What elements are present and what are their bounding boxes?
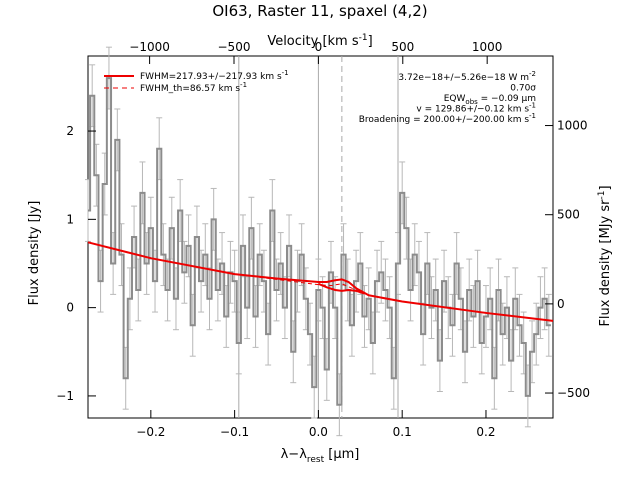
right-axis-label: Flux density [MJy sr-1] — [597, 185, 613, 326]
annotation-line: 0.70σ — [510, 84, 536, 94]
x-tick-label: −0.1 — [220, 425, 249, 439]
y-tick-label: 2 — [66, 124, 74, 138]
y-tick-label: 1 — [66, 212, 74, 226]
right-tick-label: 500 — [557, 208, 580, 222]
annotation-line: 3.72e−18+/−5.26e−18 W m-2 — [398, 70, 536, 83]
fit-lines — [87, 241, 554, 322]
annotation-line: EQWobs = −0.09 μm — [444, 94, 536, 106]
axes-ticks: −0.2 −0.1 0.0 0.1 0.2 −1 0 1 2 −1000 −500 0 500 1000 −… — [56, 40, 590, 439]
legend: FWHM=217.93+/−217.93 km s-1FWHM_th=86.57… — [104, 69, 289, 94]
x-tick-label: 0.2 — [476, 425, 495, 439]
x-tick-label: −0.2 — [136, 425, 165, 439]
y-axis-label: Flux density [Jy] — [27, 201, 42, 306]
annotation-line: v = 129.86+/−0.12 km s-1 — [416, 102, 536, 115]
fit-line — [318, 282, 365, 295]
fit-line-dashed — [87, 241, 554, 322]
annotation-line: Broadening = 200.00+/−200.00 km s-1 — [359, 112, 536, 125]
spectrum-line — [88, 77, 551, 406]
legend-label: FWHM_th=86.57 km s-1 — [140, 81, 247, 94]
top-tick-label: −1000 — [129, 40, 170, 54]
spectrum-series — [85, 46, 552, 437]
x-tick-label: 0.1 — [393, 425, 412, 439]
top-axis-label: Velocity [km s-1] — [267, 33, 372, 49]
y-tick-label: 0 — [66, 301, 74, 315]
legend-label: FWHM=217.93+/−217.93 km s-1 — [140, 69, 289, 82]
x-tick-label: 0.0 — [309, 425, 328, 439]
right-tick-label: 1000 — [557, 119, 588, 133]
reference-lines — [238, 56, 399, 418]
right-tick-label: −500 — [557, 386, 590, 400]
top-tick-label: −500 — [218, 40, 251, 54]
y-tick-label: −1 — [56, 389, 74, 403]
top-tick-label: 0 — [315, 40, 323, 54]
top-tick-label: 1000 — [472, 40, 503, 54]
top-tick-label: 500 — [391, 40, 414, 54]
right-tick-label: 0 — [557, 297, 565, 311]
x-axis-label: λ−λrest [μm] — [281, 447, 360, 465]
chart-title: OI63, Raster 11, spaxel (4,2) — [212, 2, 427, 20]
